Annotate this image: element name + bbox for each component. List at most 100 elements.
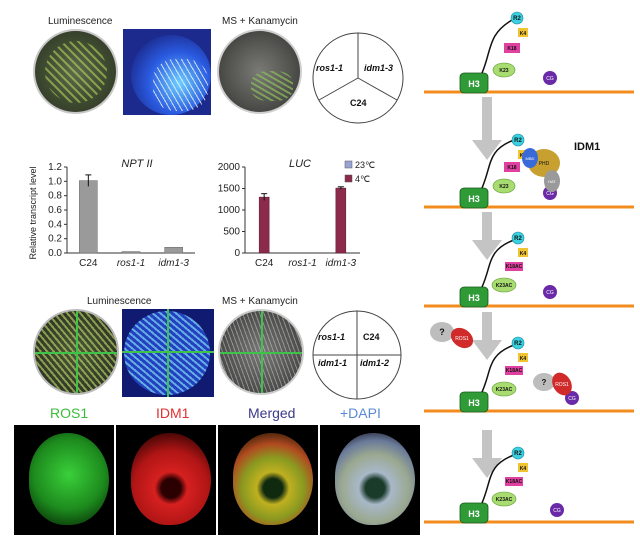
ros1-label-1: ROS1 xyxy=(455,336,469,342)
nptii-ytick-label: 1.2 xyxy=(48,162,62,173)
h3-label-2: H3 xyxy=(468,194,480,204)
nptii-bar xyxy=(164,247,183,254)
if-label-idm1: IDM1 xyxy=(156,405,190,421)
pie-label-idm1-3: idm1-3 xyxy=(364,63,394,73)
if-image-dapi xyxy=(320,425,420,535)
nptii-bar xyxy=(121,251,141,254)
top-plate-seedlings xyxy=(33,29,118,114)
chart-luc-title: LUC xyxy=(289,158,311,170)
k18ac-label-2: K18AC xyxy=(506,368,523,374)
quad-label-idm1-1: idm1-1 xyxy=(318,358,348,368)
k4-label-4: K4 xyxy=(520,356,527,362)
luc-ytick-label: 1500 xyxy=(218,184,241,195)
nptii-bar xyxy=(79,180,98,254)
bottom-ms-kanamycin-label: MS + Kanamycin xyxy=(222,296,298,307)
nptii-ytick-label: 0.2 xyxy=(48,234,62,245)
h3-label-1: H3 xyxy=(468,79,480,89)
k23ac-label-2: K23AC xyxy=(496,387,513,393)
luc-xtick-label: C24 xyxy=(255,258,274,269)
k18ac-label-3: K18AC xyxy=(506,479,523,485)
chart-nptii: 0.0 0.2 0.4 0.6 0.8 1.0 1.2 C24 ros1-1 idm1-3 NP… xyxy=(28,158,195,269)
chart-luc-legend: 23℃4℃ xyxy=(344,160,375,184)
k23-label-1: K23 xyxy=(499,68,508,74)
nptii-xtick-label: C24 xyxy=(79,258,98,269)
bottom-luminescence-image xyxy=(122,309,214,397)
r2-label-4: R2 xyxy=(514,341,522,347)
r2-label-1: R2 xyxy=(513,16,521,22)
if-image-ros1 xyxy=(14,425,114,535)
bottom-plate-ms-kanamycin xyxy=(218,309,304,395)
if-label-merged: Merged xyxy=(248,405,296,421)
nptii-ytick-label: 0.8 xyxy=(48,191,62,202)
if-label-dapi: +DAPI xyxy=(340,405,381,421)
k4-label-3: K4 xyxy=(520,251,527,257)
question-label-1: ? xyxy=(439,327,445,337)
luc-ytick-label: 2000 xyxy=(218,162,241,173)
cg-label-1: CG xyxy=(546,76,554,82)
top-luminescence-label: Luminescence xyxy=(48,16,113,27)
nptii-ytick-label: 0.0 xyxy=(48,248,62,259)
chart-nptii-ylabel: Relative transcript level xyxy=(28,166,38,259)
luc-ytick-label: 500 xyxy=(223,227,240,238)
top-ms-kanamycin-label: MS + Kanamycin xyxy=(222,16,298,27)
k23-label-2: K23 xyxy=(499,184,508,190)
ros1-label-2: ROS1 xyxy=(555,382,569,388)
top-plate-ms-kanamycin xyxy=(217,29,302,114)
luc-bar xyxy=(335,187,347,254)
h3-label-5: H3 xyxy=(468,509,480,519)
cg-label-2: CG xyxy=(546,191,554,197)
luc-xtick-label: idm1-3 xyxy=(326,258,357,269)
cg-label-5: CG xyxy=(553,508,561,514)
nptii-ytick-label: 0.6 xyxy=(48,205,62,216)
phd-label: PHD xyxy=(539,161,550,167)
idm1-diagram-label: IDM1 xyxy=(574,141,600,153)
luc-legend-label: 23℃ xyxy=(355,160,375,170)
k4-label-5: K4 xyxy=(520,466,527,472)
bottom-genotype-quad-map xyxy=(312,310,402,400)
luc-legend-swatch xyxy=(344,174,353,183)
r2-label-3: R2 xyxy=(514,236,522,242)
luc-xtick-label: ros1-1 xyxy=(288,258,316,269)
mbd-label: MBD xyxy=(526,156,535,161)
cg-label-3: CG xyxy=(546,290,554,296)
question-label-2: ? xyxy=(542,378,547,387)
if-image-merged xyxy=(218,425,318,535)
chart-luc: 0 500 1000 1500 2000 C24 ros1-1 idm1-3 LUC 23℃… xyxy=(218,158,375,269)
h3-label-4: H3 xyxy=(468,398,480,408)
nptii-ytick-label: 1.0 xyxy=(48,176,62,187)
chart-nptii-title: NPT II xyxy=(121,158,152,170)
ros1-bound-complex: ? ROS1 xyxy=(533,372,572,396)
k18-label-1: K18 xyxy=(507,46,516,52)
r2-label-5: R2 xyxy=(514,451,522,457)
ros1-free-complex: ? ROS1 xyxy=(430,322,474,349)
k18-label-2: K18 xyxy=(507,165,516,171)
luc-legend-swatch xyxy=(344,160,353,169)
bottom-plate-seedlings xyxy=(33,309,119,395)
quad-label-ros1-1: ros1-1 xyxy=(318,332,346,342)
idm1-model-diagram: H3 H3 H3 H3 H3 CG CG CG CG CG R2 R2 R2 R… xyxy=(424,11,634,524)
quad-label-c24: C24 xyxy=(363,332,380,342)
hat-label: HAT xyxy=(548,179,556,184)
if-image-idm1 xyxy=(116,425,216,535)
quad-label-idm1-2: idm1-2 xyxy=(360,358,390,368)
r2-label-2: R2 xyxy=(514,138,522,144)
nptii-ytick-label: 0.4 xyxy=(48,219,62,230)
k23ac-label-1: K23AC xyxy=(496,283,513,289)
if-label-ros1: ROS1 xyxy=(50,405,89,421)
cg-label-4: CG xyxy=(568,396,576,402)
k23ac-label-3: K23AC xyxy=(496,497,513,503)
pie-label-c24: C24 xyxy=(350,98,367,108)
idm1-complex: PHD MBD HAT xyxy=(522,148,560,192)
luc-ytick-label: 0 xyxy=(234,248,240,259)
k4-label-1: K4 xyxy=(520,31,527,37)
luc-ytick-label: 1000 xyxy=(218,205,241,216)
pie-label-ros1-1: ros1-1 xyxy=(316,63,344,73)
k18ac-label-1: K18AC xyxy=(506,264,523,270)
nptii-xtick-label: idm1-3 xyxy=(158,258,189,269)
nptii-xtick-label: ros1-1 xyxy=(117,258,145,269)
luc-bar xyxy=(258,196,270,254)
h3-label-3: H3 xyxy=(468,293,480,303)
top-luminescence-image xyxy=(123,29,211,115)
luc-legend-label: 4℃ xyxy=(355,174,370,184)
bottom-luminescence-label: Luminescence xyxy=(87,296,152,307)
